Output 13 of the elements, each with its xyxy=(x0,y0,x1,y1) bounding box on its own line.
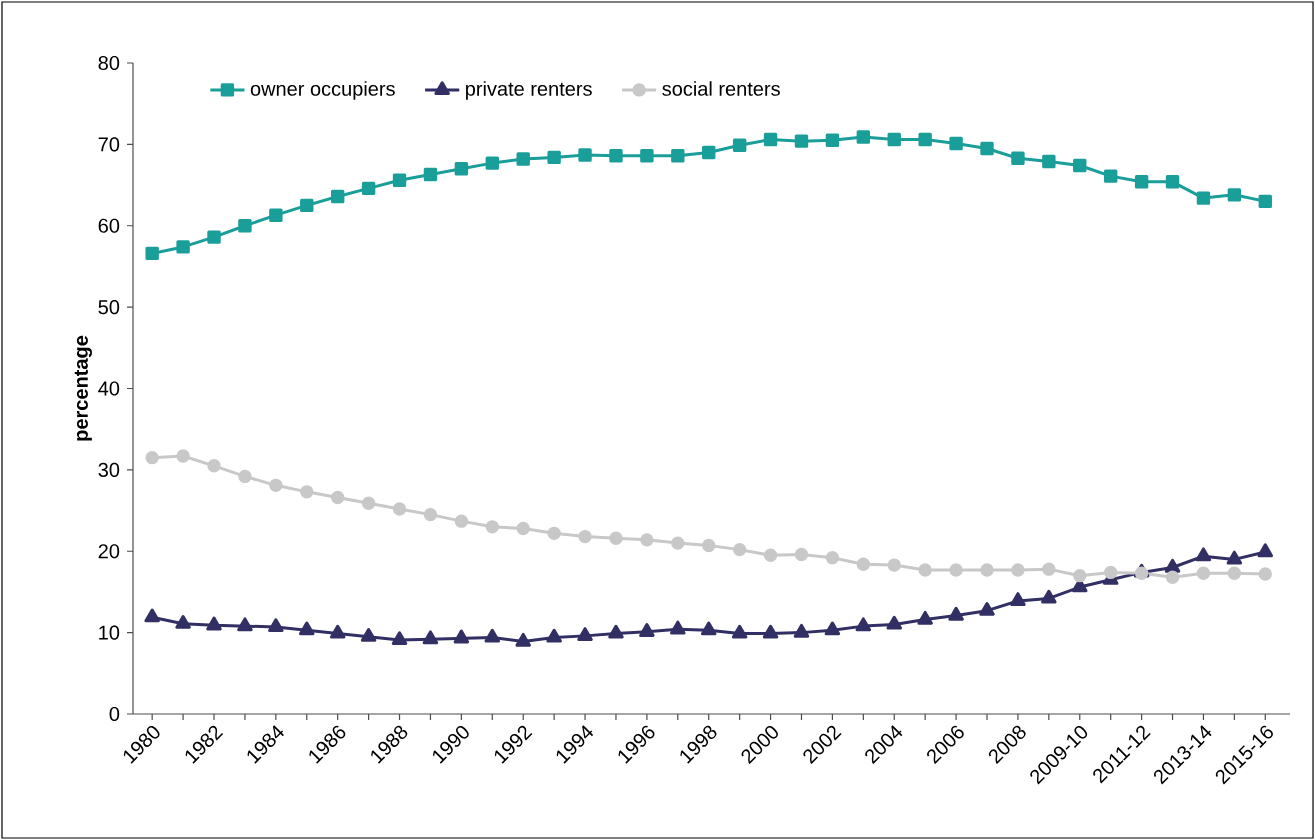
legend-label: private renters xyxy=(466,81,592,100)
y-tick-label: 30 xyxy=(98,462,120,477)
legend-label: social renters xyxy=(662,81,780,96)
y-tick-label: 20 xyxy=(98,544,120,559)
y-tick-label: 60 xyxy=(98,218,120,233)
y-tick-label: 0 xyxy=(109,706,120,722)
y-tick-label: 10 xyxy=(99,625,120,640)
y-axis-title: percentage xyxy=(74,335,92,441)
legend-label: owner occupiers xyxy=(250,81,395,100)
y-tick-label: 50 xyxy=(98,300,120,315)
y-tick-label: 40 xyxy=(98,381,120,396)
y-tick-label: 70 xyxy=(98,137,120,152)
y-tick-label: 80 xyxy=(98,55,120,71)
